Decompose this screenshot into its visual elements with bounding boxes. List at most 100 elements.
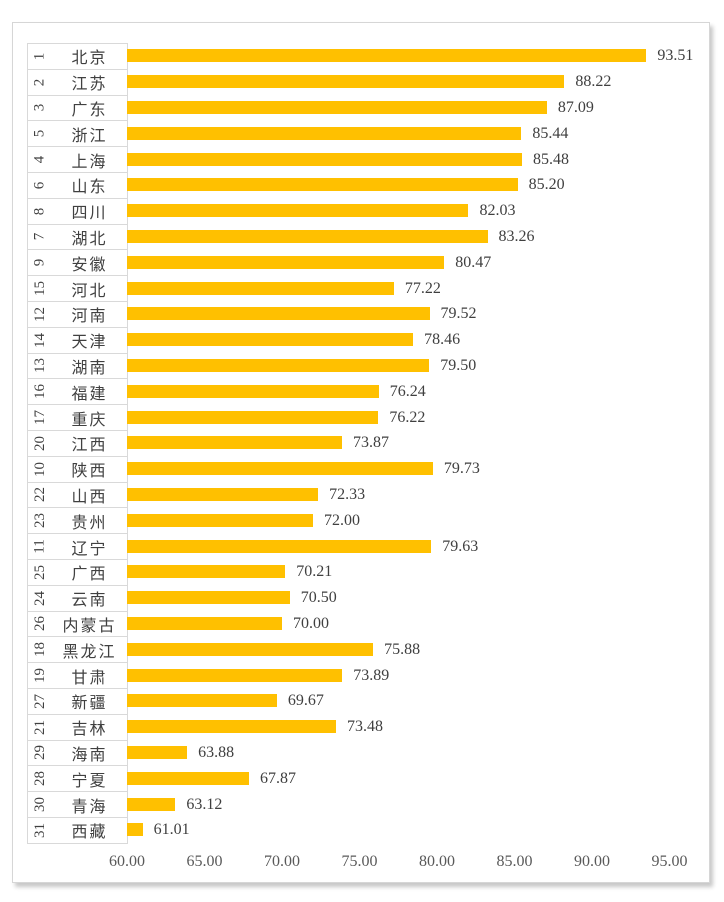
rank-cell: 4 bbox=[28, 147, 52, 172]
category-label-box: 11 辽宁 bbox=[27, 533, 128, 560]
value-bar bbox=[127, 384, 379, 398]
province-label: 辽宁 bbox=[71, 540, 108, 558]
rank-cell: 26 bbox=[28, 612, 52, 637]
value-bar bbox=[127, 126, 522, 140]
category-label-box: 1 北京 bbox=[27, 43, 128, 70]
value-label: 63.88 bbox=[198, 744, 235, 761]
value-label: 63.12 bbox=[186, 795, 223, 813]
province-label: 甘肃 bbox=[71, 669, 108, 687]
value-label: 72.33 bbox=[329, 486, 366, 503]
rank-label: 12 bbox=[31, 306, 48, 322]
rank-cell: 3 bbox=[28, 96, 52, 121]
province-label: 山西 bbox=[71, 488, 108, 506]
value-label: 76.24 bbox=[389, 382, 426, 400]
category-label-box: 6 山东 bbox=[27, 172, 128, 199]
value-label: 73.89 bbox=[353, 666, 390, 684]
value-bar bbox=[127, 591, 290, 605]
rank-cell: 6 bbox=[28, 173, 52, 198]
province-label: 四川 bbox=[71, 205, 108, 223]
rank-cell: 14 bbox=[28, 328, 52, 353]
category-label-box: 12 河南 bbox=[27, 301, 128, 328]
value-bar bbox=[127, 746, 188, 759]
value-label: 70.21 bbox=[296, 563, 333, 581]
value-bar bbox=[127, 230, 488, 243]
province-label: 天津 bbox=[71, 334, 108, 352]
province-label: 西藏 bbox=[71, 824, 108, 842]
category-label-box: 16 福建 bbox=[27, 378, 128, 406]
province-label: 吉林 bbox=[71, 721, 108, 739]
value-label: 79.73 bbox=[443, 460, 480, 478]
value-bar bbox=[127, 797, 176, 811]
value-bar bbox=[127, 333, 414, 347]
province-label: 海南 bbox=[71, 746, 108, 764]
category-label-box: 10 陕西 bbox=[27, 455, 128, 483]
category-label-box: 29 海南 bbox=[27, 739, 128, 767]
value-label: 85.44 bbox=[532, 124, 569, 142]
province-label: 福建 bbox=[71, 385, 108, 403]
rank-cell: 1 bbox=[28, 44, 52, 69]
value-label: 69.67 bbox=[287, 692, 324, 710]
rank-label: 6 bbox=[31, 181, 48, 190]
value-label: 70.50 bbox=[300, 589, 337, 607]
value-bar bbox=[127, 771, 249, 785]
rank-cell: 21 bbox=[28, 715, 52, 740]
value-bar bbox=[127, 539, 432, 553]
category-label-box: 27 新疆 bbox=[27, 688, 128, 715]
rank-cell: 20 bbox=[28, 431, 52, 456]
value-label: 85.48 bbox=[532, 150, 569, 168]
rank-cell: 17 bbox=[28, 405, 52, 430]
province-label: 陕西 bbox=[71, 463, 108, 481]
rank-cell: 28 bbox=[28, 766, 52, 791]
value-bar bbox=[127, 488, 319, 501]
category-label-box: 21 吉林 bbox=[27, 713, 128, 741]
category-label-box: 5 浙江 bbox=[27, 120, 128, 148]
province-label: 新疆 bbox=[71, 695, 108, 713]
province-label: 江苏 bbox=[71, 76, 108, 94]
value-bar bbox=[127, 204, 469, 218]
rank-label: 8 bbox=[31, 207, 48, 215]
rank-label: 21 bbox=[31, 719, 48, 735]
rank-cell: 27 bbox=[28, 689, 52, 714]
value-label: 73.48 bbox=[346, 718, 383, 736]
province-label: 湖南 bbox=[71, 359, 108, 377]
value-bar bbox=[127, 101, 547, 114]
rank-cell: 29 bbox=[28, 741, 52, 766]
rank-label: 25 bbox=[31, 564, 48, 580]
category-label-box: 19 甘肃 bbox=[27, 662, 128, 689]
rank-cell: 13 bbox=[28, 354, 52, 379]
rank-label: 7 bbox=[31, 233, 48, 241]
rank-cell: 19 bbox=[28, 663, 52, 688]
value-bar bbox=[127, 565, 286, 579]
category-label-box: 14 天津 bbox=[27, 326, 128, 354]
rank-label: 2 bbox=[31, 78, 48, 86]
value-label: 73.87 bbox=[352, 434, 389, 452]
category-label-box: 9 安徽 bbox=[27, 249, 128, 277]
value-bar bbox=[127, 642, 374, 656]
x-axis-tick-label: 80.00 bbox=[419, 853, 455, 870]
value-label: 79.52 bbox=[440, 305, 477, 323]
value-label: 83.26 bbox=[498, 228, 535, 245]
category-label-box: 30 青海 bbox=[27, 791, 128, 818]
province-label: 安徽 bbox=[71, 256, 108, 274]
value-bar bbox=[127, 436, 342, 450]
category-label-box: 18 黑龙江 bbox=[27, 636, 128, 664]
category-label-box: 24 云南 bbox=[27, 584, 128, 612]
category-label-box: 26 内蒙古 bbox=[27, 610, 128, 638]
value-bar bbox=[127, 410, 379, 424]
value-bar bbox=[127, 359, 430, 372]
rank-label: 20 bbox=[31, 435, 48, 451]
x-axis-tick-label: 95.00 bbox=[651, 853, 688, 870]
rank-label: 14 bbox=[31, 332, 48, 348]
province-label: 湖北 bbox=[71, 230, 108, 248]
value-bar bbox=[127, 694, 277, 708]
rank-cell: 24 bbox=[28, 586, 52, 611]
rank-cell: 12 bbox=[28, 302, 52, 327]
rank-label: 13 bbox=[31, 358, 48, 374]
rank-cell: 22 bbox=[28, 483, 52, 508]
rank-cell: 25 bbox=[28, 560, 52, 585]
value-bar bbox=[127, 75, 565, 89]
value-label: 82.03 bbox=[479, 202, 516, 220]
rank-label: 19 bbox=[31, 668, 48, 684]
province-label: 山东 bbox=[71, 179, 108, 197]
